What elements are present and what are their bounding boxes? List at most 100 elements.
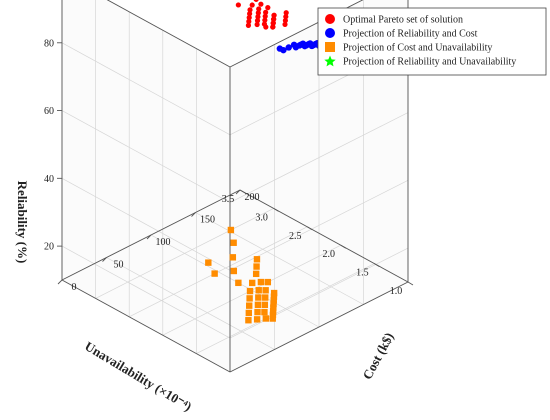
x-tick-mark	[374, 263, 380, 267]
grid-line	[61, 245, 231, 339]
data-point-square	[270, 300, 277, 308]
data-point-square	[235, 279, 242, 287]
grid-line	[61, 42, 231, 136]
data-point-circle	[265, 5, 271, 11]
z-tick-label: 80	[44, 38, 54, 49]
data-point-square	[211, 270, 218, 277]
data-point-circle	[255, 14, 261, 20]
data-point-circle	[255, 10, 261, 16]
box-edge	[106, 0, 231, 68]
data-point-circle	[235, 2, 241, 8]
data-point-square	[254, 308, 261, 316]
legend-star-icon	[324, 55, 336, 67]
data-point-square	[255, 294, 262, 301]
y-tick-mark	[235, 189, 241, 195]
z-axis-label: Reliability (%)	[15, 181, 30, 264]
data-point-circle	[285, 44, 292, 51]
legend-item-cost-unavailability: Projection of Cost and Unavailability	[325, 42, 492, 54]
grid-line	[61, 178, 231, 271]
x-tick-mark	[273, 208, 279, 212]
x-tick-mark	[239, 189, 246, 194]
data-point-square	[255, 287, 262, 294]
y-tick-label: 50	[114, 260, 124, 271]
data-point-square	[254, 301, 262, 308]
x-tick-label: 1.5	[356, 268, 369, 279]
data-point-circle	[305, 41, 312, 48]
legend-label: Projection of Cost and Unavailability	[343, 43, 492, 54]
data-point-square	[269, 308, 277, 315]
data-point-square	[262, 315, 270, 322]
series-1	[235, 0, 289, 30]
y-axis-label: Cost (k$)	[359, 330, 396, 382]
x-tick-label: 3.0	[255, 212, 268, 223]
data-point-circle	[247, 7, 253, 13]
data-point-circle	[282, 21, 288, 28]
data-point-square	[270, 293, 278, 300]
data-point-square	[246, 302, 253, 309]
data-point-circle	[254, 21, 260, 28]
data-point-square	[253, 316, 261, 323]
data-point-square	[253, 263, 260, 270]
data-point-circle	[298, 41, 305, 48]
legend-circle-icon	[325, 14, 335, 24]
grid-line	[195, 212, 364, 305]
data-point-square	[205, 259, 212, 266]
data-point-circle	[263, 9, 269, 15]
data-point-circle	[276, 45, 284, 52]
data-point-square	[245, 317, 252, 324]
y-tick-label: 0	[72, 282, 77, 293]
data-point-square	[246, 295, 253, 302]
data-point-circle	[283, 10, 289, 16]
z-tick-label: 60	[44, 106, 54, 117]
data-point-square	[229, 254, 237, 261]
legend-label: Projection of Reliability and Unavailabi…	[343, 57, 516, 68]
grid-line	[106, 257, 275, 350]
legend-square-icon	[325, 42, 335, 52]
data-point-circle	[253, 0, 259, 2]
data-point-square	[253, 256, 261, 263]
y-tick-mark	[102, 257, 107, 262]
y-tick-label: 100	[156, 237, 171, 248]
data-point-circle	[249, 2, 255, 8]
data-point-circle	[283, 14, 289, 20]
data-point-square	[230, 239, 237, 246]
data-point-circle	[258, 1, 264, 7]
data-point-square	[227, 226, 235, 234]
legend-item-pareto: Optimal Pareto set of solution	[325, 14, 463, 26]
grid-line	[229, 180, 409, 271]
data-point-square	[246, 287, 254, 295]
x-tick-mark	[340, 244, 347, 249]
data-point-square	[270, 304, 277, 311]
data-point-circle	[292, 44, 300, 51]
axis-frame	[57, 0, 414, 373]
x-tick-label: 3.5	[222, 194, 235, 205]
data-point-circle	[271, 12, 277, 18]
x-tick-mark	[306, 226, 313, 231]
legend-box	[317, 7, 547, 76]
legend-label: Projection of Reliability and Cost	[343, 29, 478, 40]
z-tick-label: 40	[44, 174, 54, 185]
x-tick-label: 2.0	[323, 249, 336, 260]
data-point-square	[270, 297, 277, 304]
y-tick-label: 200	[245, 192, 260, 203]
data-point-square	[269, 311, 277, 319]
data-point-square	[261, 308, 268, 316]
data-point-circle	[282, 17, 288, 24]
data-point-circle	[254, 18, 261, 24]
data-point-circle	[262, 13, 268, 19]
x-tick-label: 1.0	[390, 286, 403, 297]
x-axis-label: Unavailability (×10⁻⁴)	[82, 338, 194, 414]
legend-item-reliability-cost: Projection of Reliability and Cost	[325, 28, 478, 40]
data-point-square	[270, 289, 278, 297]
data-point-circle	[312, 40, 319, 48]
legend-item-reliability-unavailability: Projection of Reliability and Unavailabi…	[324, 55, 516, 68]
data-point-circle	[261, 21, 268, 27]
data-point-circle	[256, 6, 262, 12]
y-tick-mark	[146, 234, 152, 240]
x-tick-mark	[407, 281, 414, 286]
left-wall-panel	[62, 0, 230, 372]
data-point-square	[262, 294, 269, 301]
y-tick-mark	[191, 212, 196, 217]
data-point-square	[257, 278, 265, 286]
